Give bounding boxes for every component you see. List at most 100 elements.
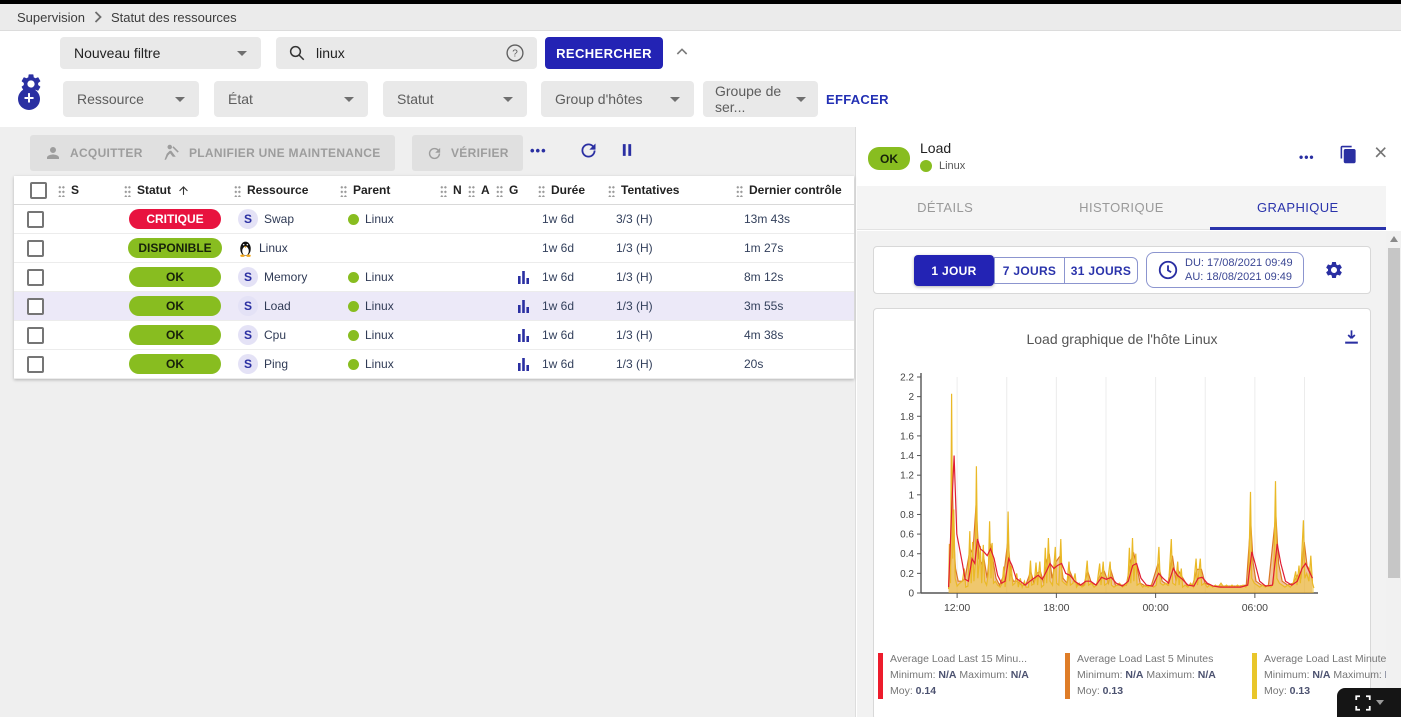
chevron-down-icon <box>670 96 680 102</box>
check-button[interactable]: VÉRIFIER <box>412 135 523 171</box>
breadcrumb-item-supervision[interactable]: Supervision <box>17 9 85 25</box>
drag-handle-icon[interactable] <box>736 183 743 197</box>
pause-icon[interactable] <box>617 140 637 160</box>
column-header-last-check[interactable]: Dernier contrôle <box>732 183 854 197</box>
parent-name[interactable]: Linux <box>365 299 394 313</box>
select-all-checkbox[interactable] <box>30 181 47 199</box>
parent-name[interactable]: Linux <box>365 328 394 342</box>
svg-text:1: 1 <box>908 490 914 501</box>
row-checkbox[interactable] <box>27 210 44 228</box>
row-checkbox[interactable] <box>27 326 44 344</box>
column-header-status[interactable]: Statut <box>120 183 230 197</box>
table-row[interactable]: OK S Cpu Linux 1w 6d 1/3 (H) 4m 38s <box>14 321 854 350</box>
drag-handle-icon[interactable] <box>234 183 241 197</box>
period-selector[interactable]: DU: 17/08/2021 09:49 AU: 18/08/2021 09:4… <box>1146 252 1304 288</box>
more-actions-icon[interactable]: ••• <box>530 143 547 158</box>
search-button[interactable]: RECHERCHER <box>545 37 663 69</box>
tab-details[interactable]: DÉTAILS <box>917 200 974 215</box>
filter-state-select[interactable]: État <box>214 81 368 117</box>
panel-more-icon[interactable]: ••• <box>1299 150 1315 164</box>
last-check-cell: 3m 55s <box>744 299 784 313</box>
scrollbar-up-arrow-icon[interactable] <box>1389 236 1398 242</box>
range-31-days-button[interactable]: 31 JOURS <box>1064 257 1138 284</box>
export-graph-download-icon[interactable] <box>1342 328 1361 347</box>
drag-handle-icon[interactable] <box>440 183 447 197</box>
search-input[interactable]: linux ? <box>276 37 537 69</box>
table-row[interactable]: OK S Memory Linux 1w 6d 1/3 (H) 8m 12s <box>14 263 854 292</box>
column-header-duration[interactable]: Durée <box>534 183 604 197</box>
resource-name[interactable]: Ping <box>264 357 289 371</box>
table-header-row: S Statut Ressource Parent N A G Durée Te… <box>14 176 854 205</box>
legend-color-bar <box>1065 653 1070 699</box>
service-chip-icon: S <box>238 209 258 229</box>
graph-title: Load graphique de l'hôte Linux <box>1026 331 1218 347</box>
column-header-resource[interactable]: Ressource <box>230 183 336 197</box>
range-7-days-button[interactable]: 7 JOURS <box>994 257 1064 284</box>
tab-history[interactable]: HISTORIQUE <box>1079 200 1164 215</box>
column-header-g[interactable]: G <box>492 183 518 197</box>
panel-status-badge: OK <box>868 147 910 170</box>
load-chart-svg[interactable]: 0 0.2 0.4 0.6 0.8 1 1.2 1.4 1.6 1.8 2 2.2 12:00 18:00… <box>878 365 1370 623</box>
column-header-parent[interactable]: Parent <box>336 183 436 197</box>
maintenance-worker-icon <box>164 144 179 160</box>
resource-name[interactable]: Memory <box>264 270 308 284</box>
resource-name[interactable]: Linux <box>259 241 288 255</box>
filter-resource-select[interactable]: Ressource <box>63 81 199 117</box>
column-header-tries[interactable]: Tentatives <box>604 183 732 197</box>
graph-settings-gear-icon[interactable] <box>1324 260 1344 280</box>
legend-item[interactable]: Average Load Last 5 Minutes Minimum: N/A … <box>1065 651 1252 699</box>
row-checkbox[interactable] <box>27 297 44 315</box>
filter-state-label: État <box>228 91 253 107</box>
drag-handle-icon[interactable] <box>124 183 131 197</box>
refresh-icon[interactable] <box>578 140 599 161</box>
breadcrumb-item-resource-status[interactable]: Statut des ressources <box>110 9 237 25</box>
saved-filter-select[interactable]: Nouveau filtre <box>60 37 261 69</box>
table-row[interactable]: OK S Ping Linux 1w 6d 1/3 (H) 20s <box>14 350 854 379</box>
parent-name[interactable]: Linux <box>365 212 394 226</box>
parent-name[interactable]: Linux <box>365 270 394 284</box>
tab-graph[interactable]: GRAPHIQUE <box>1209 186 1387 230</box>
acknowledge-button[interactable]: ACQUITTER <box>30 135 157 171</box>
collapse-filters-chevron-up-icon[interactable] <box>674 44 690 60</box>
drag-handle-icon[interactable] <box>496 183 503 197</box>
table-row[interactable]: DISPONIBLE Linux 1w 6d 1/3 (H) 1m 27s <box>14 234 854 263</box>
legend-item[interactable]: Average Load Last Minute Minimum: N/A Max… <box>1252 651 1401 699</box>
clear-filters-button[interactable]: EFFACER <box>826 92 889 107</box>
parent-name[interactable]: Linux <box>365 357 394 371</box>
column-header-state[interactable]: S <box>54 183 120 197</box>
row-checkbox[interactable] <box>27 268 44 286</box>
scrollbar-thumb[interactable] <box>1387 248 1400 578</box>
panel-scrollbar[interactable] <box>1386 231 1401 717</box>
column-header-n[interactable]: N <box>436 183 464 197</box>
resource-name[interactable]: Cpu <box>264 328 287 342</box>
filter-servicegroup-select[interactable]: Groupe de ser... <box>703 81 818 117</box>
duration-cell: 1w 6d <box>542 270 575 284</box>
top-black-bar <box>0 0 1401 4</box>
filter-hostgroup-select[interactable]: Group d'hôtes <box>541 81 694 117</box>
table-row[interactable]: CRITIQUE S Swap Linux 1w 6d 3/3 (H) 13m 43s <box>14 205 854 234</box>
row-checkbox[interactable] <box>27 355 44 373</box>
add-criteria-button[interactable]: + <box>18 88 40 110</box>
copy-link-icon[interactable] <box>1339 144 1358 165</box>
drag-handle-icon[interactable] <box>538 183 545 197</box>
screen-capture-overlay <box>1337 688 1401 717</box>
drag-handle-icon[interactable] <box>468 183 475 197</box>
service-chip-icon: S <box>238 325 258 345</box>
drag-handle-icon[interactable] <box>340 183 347 197</box>
close-panel-icon[interactable]: × <box>1374 139 1388 165</box>
drag-handle-icon[interactable] <box>58 183 65 197</box>
table-row[interactable]: OK S Load Linux 1w 6d 1/3 (H) 3m 55s <box>14 292 854 321</box>
row-checkbox[interactable] <box>27 239 44 257</box>
range-1-day-button[interactable]: 1 JOUR <box>914 255 994 286</box>
resource-name[interactable]: Swap <box>264 212 295 226</box>
column-header-a[interactable]: A <box>464 183 492 197</box>
drag-handle-icon[interactable] <box>608 183 615 197</box>
status-badge: OK <box>129 267 221 287</box>
help-icon[interactable]: ? <box>505 43 525 63</box>
legend-item[interactable]: Average Load Last 15 Minu... Minimum: N/A… <box>878 651 1065 699</box>
set-downtime-button[interactable]: PLANIFIER UNE MAINTENANCE <box>149 135 395 171</box>
graph-available-icon <box>518 270 529 284</box>
filter-status-select[interactable]: Statut <box>383 81 527 117</box>
resource-name[interactable]: Load <box>264 299 291 313</box>
last-check-cell: 1m 27s <box>744 241 784 255</box>
